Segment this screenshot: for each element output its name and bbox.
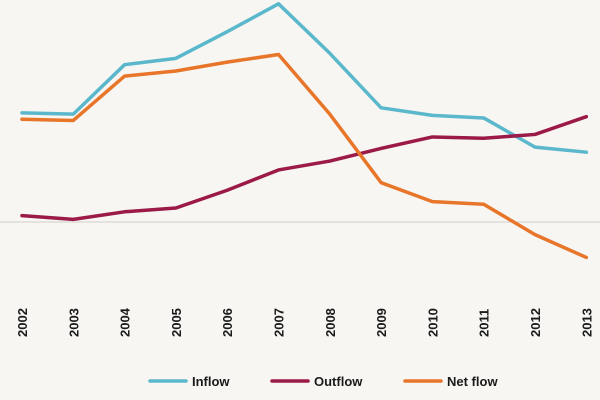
data-point-outflow-2003 [71,217,75,221]
data-point-inflow-2010 [430,113,434,117]
data-point-inflow-2009 [379,106,383,110]
legend-label-net-flow: Net flow [447,374,498,389]
series-line-outflow [20,114,589,222]
x-tick-label: 2004 [118,307,133,337]
data-point-inflow-2005 [174,56,178,60]
data-point-net-flow-2006 [225,60,229,64]
data-point-inflow-2011 [482,116,486,120]
data-point-outflow-2013 [584,115,588,119]
x-tick-label: 2011 [477,309,492,337]
legend-label-outflow: Outflow [314,374,363,389]
data-point-outflow-2012 [533,132,537,136]
data-point-net-flow-2004 [123,74,127,78]
x-tick-label: 2003 [66,308,81,337]
data-point-outflow-2006 [225,188,229,192]
x-tick-label: 2008 [323,308,338,337]
data-point-net-flow-2005 [174,69,178,73]
data-point-inflow-2007 [277,2,280,6]
x-axis-ticks: 2002 2003 2004 2005 2006 2007 2008 2009 2010 2011… [15,307,594,337]
data-point-inflow-2008 [328,51,332,55]
data-point-inflow-2013 [584,150,588,154]
data-point-inflow-2006 [225,30,229,34]
x-tick-label: 2010 [425,308,440,337]
x-tick-label: 2009 [374,308,389,337]
data-point-net-flow-2012 [533,233,537,237]
data-point-outflow-2007 [277,168,280,172]
data-point-net-flow-2003 [71,118,75,122]
data-point-outflow-2010 [430,135,434,139]
data-point-net-flow-2008 [328,112,332,116]
data-point-inflow-2004 [123,63,127,67]
x-tick-label: 2013 [579,308,594,337]
x-tick-label: 2006 [220,308,235,337]
data-point-net-flow-2007 [277,53,280,57]
data-point-net-flow-2013 [584,255,588,259]
legend-label-inflow: Inflow [192,374,230,389]
legend: Inflow Outflow Net flow [148,374,498,389]
data-point-outflow-2008 [328,159,332,163]
data-point-inflow-2012 [533,145,537,149]
data-point-outflow-2011 [482,136,486,140]
data-point-outflow-2009 [379,146,383,150]
x-tick-label: 2012 [528,308,543,337]
data-point-inflow-2002 [20,111,24,115]
data-point-inflow-2003 [71,112,75,116]
series-lines [20,2,589,260]
x-tick-label: 2007 [272,308,287,337]
x-tick-label: 2005 [169,308,184,337]
series-line-net-flow [20,52,589,260]
series-line-inflow [20,2,589,154]
data-point-net-flow-2009 [379,181,383,185]
data-point-outflow-2002 [20,214,24,218]
data-point-net-flow-2002 [20,117,24,121]
data-point-outflow-2004 [123,210,127,214]
data-point-net-flow-2010 [430,200,434,204]
data-point-outflow-2005 [174,206,178,210]
x-tick-label: 2002 [15,308,30,337]
data-point-net-flow-2011 [482,202,486,206]
